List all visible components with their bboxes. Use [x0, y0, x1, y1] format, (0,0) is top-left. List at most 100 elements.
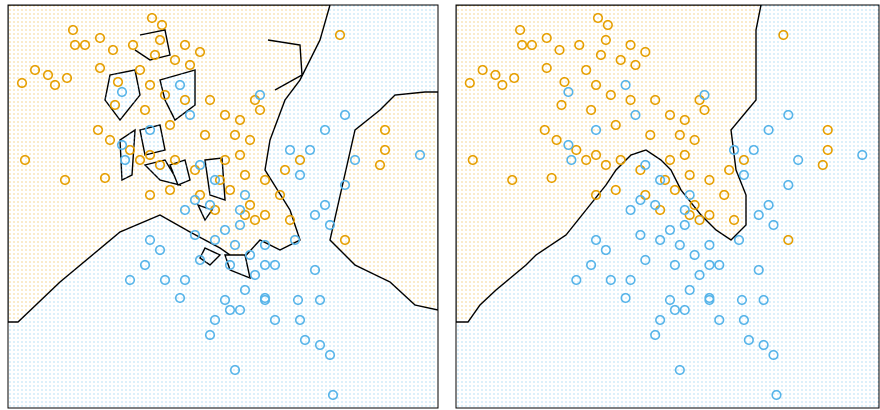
point	[625, 94, 636, 106]
point	[679, 114, 690, 126]
point	[219, 294, 231, 306]
point	[817, 159, 828, 171]
point	[194, 46, 206, 58]
point	[224, 184, 236, 196]
point	[154, 159, 166, 171]
point	[334, 29, 346, 41]
point	[319, 124, 331, 136]
point	[16, 77, 28, 89]
point	[778, 29, 789, 41]
point	[541, 32, 552, 44]
point	[169, 54, 181, 66]
point	[234, 304, 246, 316]
point	[516, 39, 528, 51]
point	[664, 109, 676, 121]
point	[229, 239, 241, 251]
point	[314, 294, 326, 306]
point	[551, 134, 562, 146]
point	[620, 79, 631, 91]
point	[94, 62, 106, 74]
point	[139, 259, 151, 271]
point	[655, 174, 666, 186]
point	[414, 149, 426, 161]
point	[625, 39, 636, 51]
point	[610, 119, 621, 131]
point	[194, 254, 206, 266]
point	[67, 24, 79, 36]
point	[339, 179, 351, 191]
point	[635, 229, 646, 241]
point	[822, 124, 833, 136]
point	[600, 244, 611, 256]
point	[822, 144, 833, 156]
point	[116, 139, 128, 151]
point	[793, 154, 804, 166]
point	[590, 189, 602, 201]
point	[299, 334, 311, 346]
point	[615, 54, 626, 66]
point	[224, 259, 236, 271]
point	[294, 169, 306, 181]
point	[374, 159, 386, 171]
point	[209, 314, 221, 326]
point	[728, 144, 740, 156]
point	[635, 194, 646, 206]
point	[144, 234, 156, 246]
point	[179, 94, 191, 106]
point	[857, 149, 868, 161]
point	[146, 12, 158, 24]
point	[149, 49, 161, 61]
point	[620, 292, 631, 304]
point	[107, 44, 119, 56]
point	[284, 144, 296, 156]
point	[92, 124, 104, 136]
point	[581, 154, 592, 166]
point	[269, 259, 281, 271]
point	[753, 209, 764, 221]
point	[574, 39, 585, 51]
point	[684, 284, 695, 296]
point	[753, 264, 764, 276]
point	[309, 264, 321, 276]
panel-background	[8, 5, 438, 408]
point	[514, 24, 526, 36]
point	[655, 314, 666, 326]
point	[669, 304, 681, 316]
point	[244, 134, 256, 146]
point	[674, 129, 685, 141]
point	[783, 109, 794, 121]
point	[571, 274, 582, 286]
point	[590, 79, 602, 91]
point	[602, 19, 613, 31]
point	[254, 89, 266, 101]
point	[327, 389, 339, 401]
point	[219, 109, 231, 121]
point	[640, 46, 651, 58]
point	[714, 314, 725, 326]
point	[585, 259, 597, 271]
point	[590, 234, 602, 246]
point	[704, 259, 715, 271]
point	[124, 144, 136, 156]
point	[610, 184, 621, 196]
point	[294, 314, 306, 326]
point	[758, 339, 769, 351]
point	[134, 64, 146, 76]
point	[477, 64, 488, 76]
point	[339, 234, 351, 246]
point	[324, 349, 336, 361]
point	[139, 104, 151, 116]
point	[674, 239, 685, 251]
point	[259, 209, 271, 221]
point	[763, 199, 774, 211]
point	[294, 154, 306, 166]
point	[116, 86, 128, 98]
point	[507, 174, 518, 186]
point	[259, 174, 271, 186]
point	[605, 274, 616, 286]
point	[324, 219, 336, 231]
point	[164, 119, 176, 131]
point	[554, 44, 565, 56]
point	[239, 189, 251, 201]
point	[259, 259, 271, 271]
